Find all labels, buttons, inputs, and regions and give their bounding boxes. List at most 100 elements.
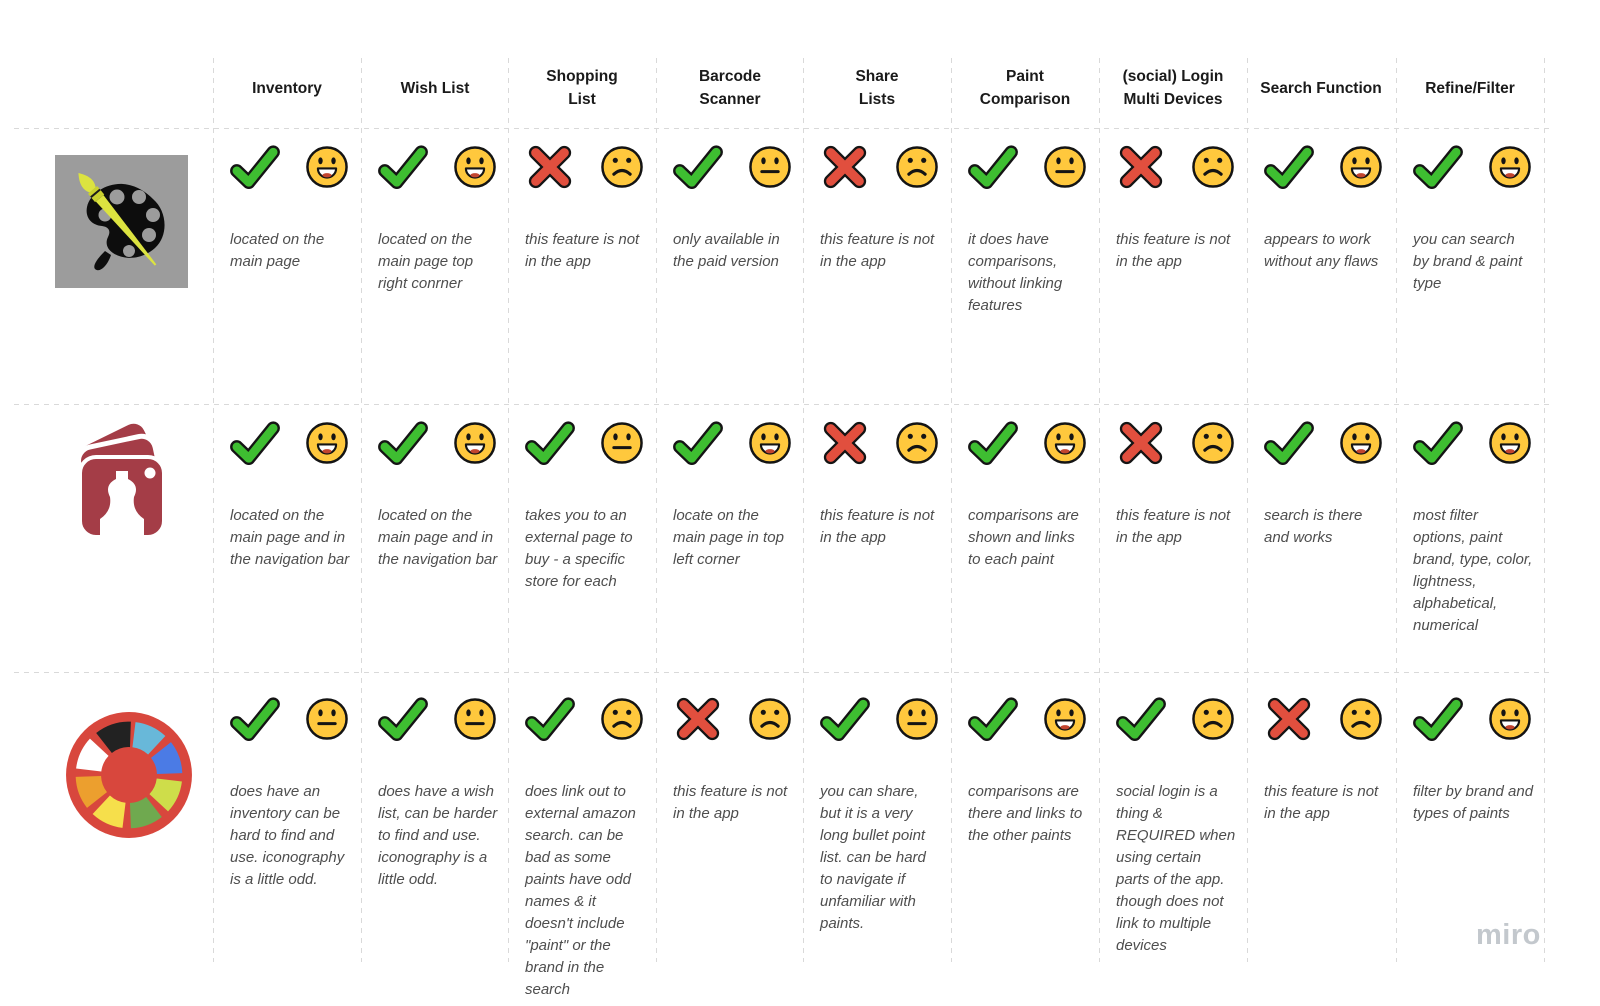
column-header-barcode-scanner: Barcode Scanner xyxy=(698,68,762,108)
cell-note: most filter options, paint brand, type, … xyxy=(1413,507,1533,634)
cross-icon xyxy=(1264,696,1314,742)
rating-marks xyxy=(968,142,1089,192)
check-icon xyxy=(968,696,1018,742)
column-header-paint-comparison: Paint Comparison xyxy=(979,68,1071,108)
rating-marks xyxy=(1264,694,1385,744)
cross-icon xyxy=(525,144,575,190)
rating-marks xyxy=(1413,694,1534,744)
stacked-cards-app-icon xyxy=(75,423,171,539)
check-icon xyxy=(230,420,280,466)
cell-palette-shopping-list: this feature is not in the app xyxy=(508,142,656,273)
check-icon xyxy=(1413,696,1463,742)
cell-note: this feature is not in the app xyxy=(1116,507,1231,546)
column-divider xyxy=(508,58,509,962)
cell-cardstack-refine-filter: most filter options, paint brand, type, … xyxy=(1396,418,1544,637)
face-happy-icon xyxy=(747,420,793,466)
rating-marks xyxy=(673,418,794,468)
face-happy-icon xyxy=(304,144,350,190)
cell-palette-share-lists: this feature is not in the app xyxy=(803,142,951,273)
face-neutral-icon xyxy=(1042,144,1088,190)
cell-note: you can search by brand & paint type xyxy=(1413,231,1523,292)
check-icon xyxy=(230,696,280,742)
cell-cardstack-share-lists: this feature is not in the app xyxy=(803,418,951,549)
face-happy-icon xyxy=(1042,696,1088,742)
cross-icon xyxy=(820,420,870,466)
rating-marks xyxy=(378,142,499,192)
column-divider xyxy=(1396,58,1397,962)
rating-marks xyxy=(673,142,794,192)
face-happy-icon xyxy=(1338,144,1384,190)
cell-cardstack-paint-comparison: comparisons are shown and links to each … xyxy=(951,418,1099,571)
column-divider xyxy=(1544,58,1545,962)
column-divider xyxy=(1247,58,1248,962)
cell-cardstack-inventory: located on the main page and in the navi… xyxy=(213,418,361,571)
face-sad-icon xyxy=(894,420,940,466)
rating-marks xyxy=(820,694,941,744)
rating-marks xyxy=(230,694,351,744)
check-icon xyxy=(1413,144,1463,190)
rating-marks xyxy=(1413,142,1534,192)
cell-colorwheel-social-login: social login is a thing & REQUIRED when … xyxy=(1099,694,1247,957)
cross-icon xyxy=(820,144,870,190)
check-icon xyxy=(525,696,575,742)
rating-marks xyxy=(230,418,351,468)
cell-colorwheel-barcode-scanner: this feature is not in the app xyxy=(656,694,804,825)
rating-marks xyxy=(1264,142,1385,192)
face-sad-icon xyxy=(747,696,793,742)
rating-marks xyxy=(968,418,1089,468)
cross-icon xyxy=(673,696,723,742)
cell-cardstack-shopping-list: takes you to an external page to buy - a… xyxy=(508,418,656,593)
cell-note: this feature is not in the app xyxy=(820,507,935,546)
face-neutral-icon xyxy=(894,696,940,742)
cell-note: you can share, but it is a very long bul… xyxy=(820,783,926,932)
column-divider xyxy=(803,58,804,962)
cell-palette-inventory: located on the main page xyxy=(213,142,361,273)
column-header-inventory: Inventory xyxy=(252,79,322,97)
cell-note: does have an inventory can be hard to fi… xyxy=(230,783,345,888)
face-happy-icon xyxy=(1338,420,1384,466)
cell-note: does have a wish list, can be harder to … xyxy=(378,783,498,888)
cell-colorwheel-refine-filter: filter by brand and types of paints xyxy=(1396,694,1544,825)
check-icon xyxy=(230,144,280,190)
paint-palette-app-icon xyxy=(55,155,188,288)
cell-palette-refine-filter: you can search by brand & paint type xyxy=(1396,142,1544,295)
column-divider xyxy=(1099,58,1100,962)
check-icon xyxy=(525,420,575,466)
face-sad-icon xyxy=(599,696,645,742)
cell-note: it does have comparisons, without linkin… xyxy=(968,231,1063,314)
face-happy-icon xyxy=(1487,420,1533,466)
column-header-search-function: Search Function xyxy=(1260,79,1382,97)
column-header-shopping-list: Shopping List xyxy=(546,68,618,108)
cell-colorwheel-shopping-list: does link out to external amazon search.… xyxy=(508,694,656,1001)
cell-colorwheel-paint-comparison: comparisons are there and links to the o… xyxy=(951,694,1099,847)
check-icon xyxy=(968,144,1018,190)
rating-marks xyxy=(1116,694,1237,744)
rating-marks xyxy=(1264,418,1385,468)
face-happy-icon xyxy=(452,420,498,466)
column-header-social-login: (social) Login Multi Devices xyxy=(1122,68,1224,108)
rating-marks xyxy=(525,418,646,468)
column-divider xyxy=(213,58,214,962)
check-icon xyxy=(1264,420,1314,466)
cell-palette-social-login: this feature is not in the app xyxy=(1099,142,1247,273)
cell-note: this feature is not in the app xyxy=(1264,783,1379,822)
check-icon xyxy=(378,696,428,742)
cell-note: this feature is not in the app xyxy=(1116,231,1231,270)
cell-colorwheel-search-function: this feature is not in the app xyxy=(1247,694,1395,825)
cell-note: located on the main page and in the navi… xyxy=(230,507,350,568)
cell-note: comparisons are shown and links to each … xyxy=(968,507,1079,568)
cell-note: located on the main page xyxy=(230,231,325,270)
check-icon xyxy=(820,696,870,742)
row-divider xyxy=(14,404,1554,405)
row-divider xyxy=(14,128,1554,129)
cell-note: takes you to an external page to buy - a… xyxy=(525,507,633,590)
check-icon xyxy=(1116,696,1166,742)
row-divider xyxy=(14,672,1554,673)
cell-cardstack-search-function: search is there and works xyxy=(1247,418,1395,549)
face-sad-icon xyxy=(1190,696,1236,742)
rating-marks xyxy=(820,142,941,192)
column-header-refine-filter: Refine/Filter xyxy=(1425,79,1515,97)
cell-note: only available in the paid version xyxy=(673,231,780,270)
cell-note: locate on the main page in top left corn… xyxy=(673,507,784,568)
miro-watermark: miro xyxy=(1476,919,1541,951)
